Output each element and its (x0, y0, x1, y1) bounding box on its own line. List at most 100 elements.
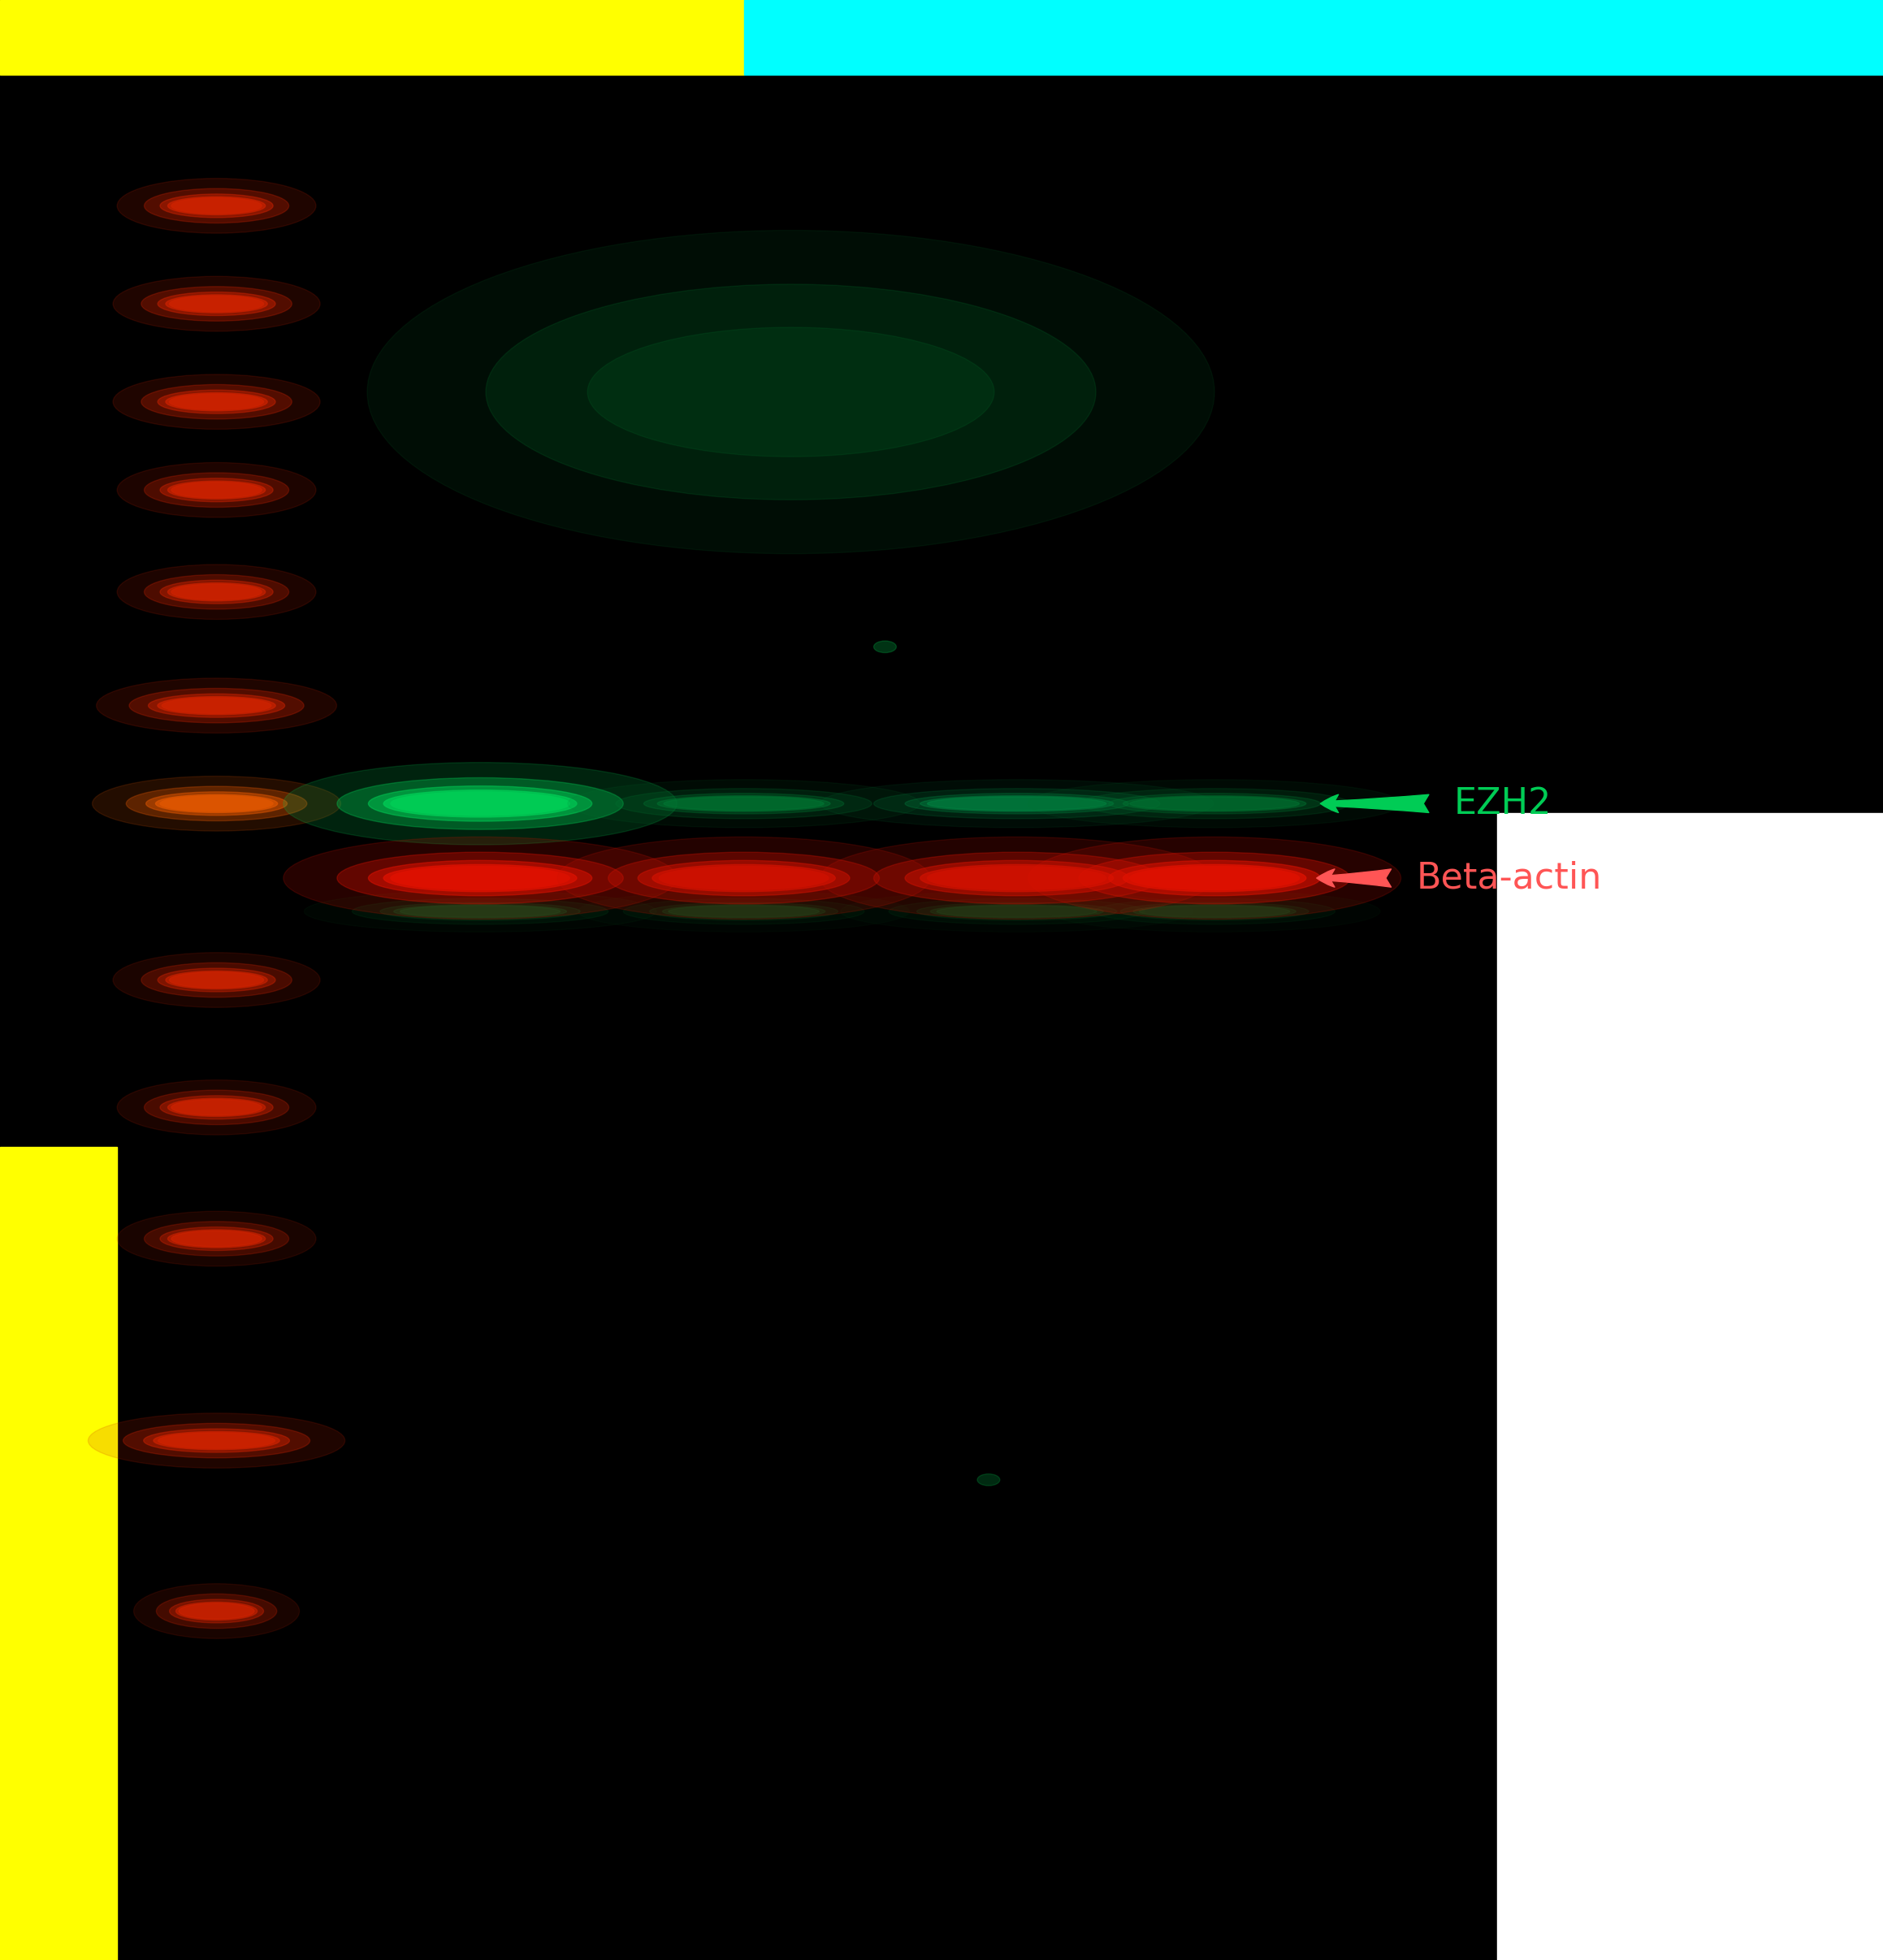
Ellipse shape (113, 276, 320, 331)
Ellipse shape (117, 1080, 316, 1135)
Ellipse shape (1109, 860, 1320, 896)
Ellipse shape (166, 392, 267, 412)
Ellipse shape (168, 196, 266, 216)
Ellipse shape (284, 762, 678, 845)
Ellipse shape (874, 788, 1160, 819)
Ellipse shape (930, 906, 1103, 917)
Ellipse shape (284, 837, 678, 919)
Ellipse shape (169, 394, 264, 410)
Ellipse shape (145, 472, 288, 508)
Ellipse shape (113, 953, 320, 1007)
Ellipse shape (117, 1211, 316, 1266)
Ellipse shape (821, 780, 1215, 827)
Ellipse shape (168, 582, 266, 602)
Ellipse shape (616, 788, 872, 819)
Ellipse shape (874, 641, 896, 653)
Ellipse shape (821, 837, 1215, 919)
Ellipse shape (156, 794, 277, 813)
Bar (1497, 813, 1883, 1960)
Ellipse shape (650, 902, 838, 921)
Ellipse shape (644, 794, 844, 813)
Ellipse shape (921, 796, 1113, 811)
Ellipse shape (171, 1231, 262, 1247)
Ellipse shape (1130, 798, 1299, 811)
Ellipse shape (149, 694, 284, 717)
Ellipse shape (1134, 906, 1296, 917)
Ellipse shape (569, 780, 921, 827)
Ellipse shape (1028, 780, 1401, 827)
Ellipse shape (141, 286, 292, 321)
Bar (0, 0, 744, 74)
Ellipse shape (1120, 902, 1309, 921)
Ellipse shape (145, 188, 288, 223)
Ellipse shape (392, 792, 571, 815)
Ellipse shape (179, 1603, 254, 1619)
Ellipse shape (160, 580, 273, 604)
Ellipse shape (171, 198, 262, 214)
Ellipse shape (1079, 788, 1350, 819)
Ellipse shape (171, 584, 262, 600)
Ellipse shape (917, 902, 1117, 921)
Ellipse shape (337, 778, 623, 829)
Ellipse shape (587, 327, 994, 457)
Ellipse shape (1122, 864, 1307, 892)
Ellipse shape (154, 1431, 279, 1450)
Ellipse shape (158, 1433, 275, 1448)
Ellipse shape (141, 962, 292, 998)
Ellipse shape (842, 890, 1194, 933)
Ellipse shape (384, 790, 576, 817)
Ellipse shape (659, 866, 829, 890)
Ellipse shape (367, 229, 1215, 553)
Ellipse shape (874, 853, 1160, 904)
Ellipse shape (117, 564, 316, 619)
Ellipse shape (96, 678, 337, 733)
Ellipse shape (638, 860, 849, 896)
Ellipse shape (166, 970, 267, 990)
Ellipse shape (158, 390, 275, 414)
Ellipse shape (665, 798, 825, 811)
Ellipse shape (158, 292, 275, 316)
Text: Beta-actin: Beta-actin (1416, 860, 1602, 896)
Ellipse shape (175, 1601, 258, 1621)
Ellipse shape (1079, 853, 1350, 904)
Ellipse shape (130, 688, 303, 723)
Ellipse shape (113, 374, 320, 429)
Ellipse shape (141, 384, 292, 419)
Ellipse shape (384, 864, 576, 892)
Ellipse shape (352, 898, 608, 925)
Ellipse shape (1049, 890, 1380, 933)
Ellipse shape (938, 906, 1098, 917)
Ellipse shape (156, 1593, 277, 1629)
Ellipse shape (1139, 906, 1290, 917)
Ellipse shape (126, 786, 307, 821)
Ellipse shape (401, 906, 561, 917)
Ellipse shape (369, 860, 591, 896)
Ellipse shape (162, 698, 271, 713)
Ellipse shape (168, 1229, 266, 1249)
Ellipse shape (652, 864, 836, 892)
Ellipse shape (122, 1423, 311, 1458)
Ellipse shape (168, 480, 266, 500)
Ellipse shape (557, 837, 930, 919)
Ellipse shape (160, 796, 273, 811)
Ellipse shape (89, 1413, 345, 1468)
Ellipse shape (337, 853, 623, 904)
Ellipse shape (1122, 796, 1307, 811)
Ellipse shape (486, 284, 1096, 500)
Ellipse shape (1109, 794, 1320, 813)
Ellipse shape (928, 866, 1107, 890)
Ellipse shape (169, 1599, 264, 1623)
Ellipse shape (143, 1429, 290, 1452)
Ellipse shape (145, 1090, 288, 1125)
Ellipse shape (1094, 898, 1335, 925)
Bar (744, 0, 1883, 74)
Ellipse shape (623, 898, 864, 925)
Ellipse shape (117, 463, 316, 517)
Ellipse shape (160, 1096, 273, 1119)
Ellipse shape (380, 902, 580, 921)
Ellipse shape (394, 906, 567, 917)
Bar (0, 1147, 117, 1960)
Ellipse shape (906, 860, 1128, 896)
Ellipse shape (171, 1100, 262, 1115)
Ellipse shape (668, 906, 819, 917)
